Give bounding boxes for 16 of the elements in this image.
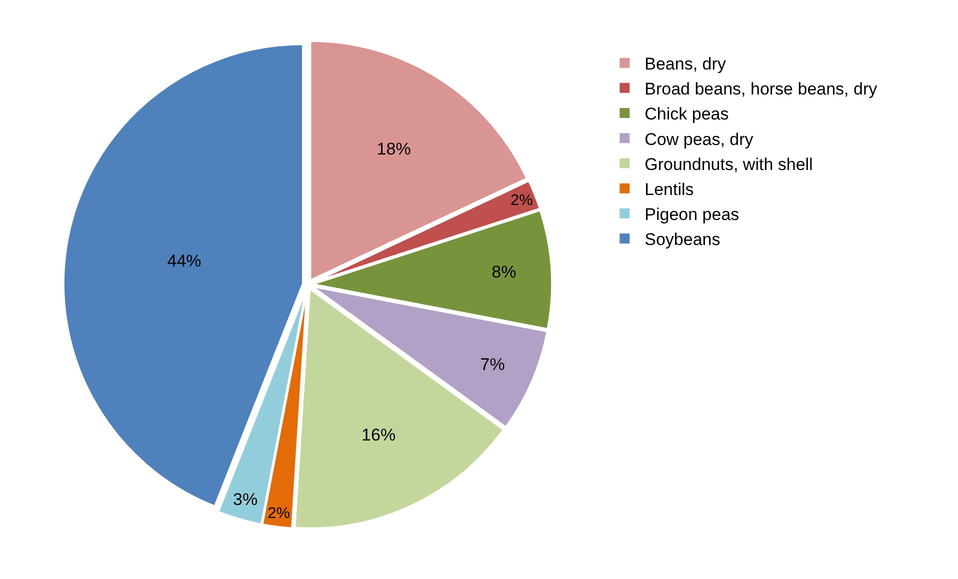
legend-label: Soybeans — [644, 230, 720, 250]
data-label: 16% — [362, 426, 396, 445]
data-label: 8% — [492, 262, 516, 282]
legend-label: Chick peas — [644, 104, 729, 124]
legend-label: Pigeon peas — [644, 205, 740, 224]
legend-label: Cow peas, dry — [644, 130, 754, 149]
data-label: 18% — [376, 139, 411, 158]
data-label: 2% — [510, 192, 534, 209]
data-label: 3% — [232, 490, 258, 509]
legend-label: Beans, dry — [644, 54, 726, 74]
data-label: 7% — [480, 354, 505, 374]
legend-label: Groundnuts, with shell — [644, 154, 813, 174]
data-label: 44% — [167, 251, 202, 270]
legend-label: Lentils — [644, 180, 694, 199]
legend-label: Broad beans, horse beans, dry — [644, 80, 878, 99]
data-label: 2% — [268, 504, 290, 522]
